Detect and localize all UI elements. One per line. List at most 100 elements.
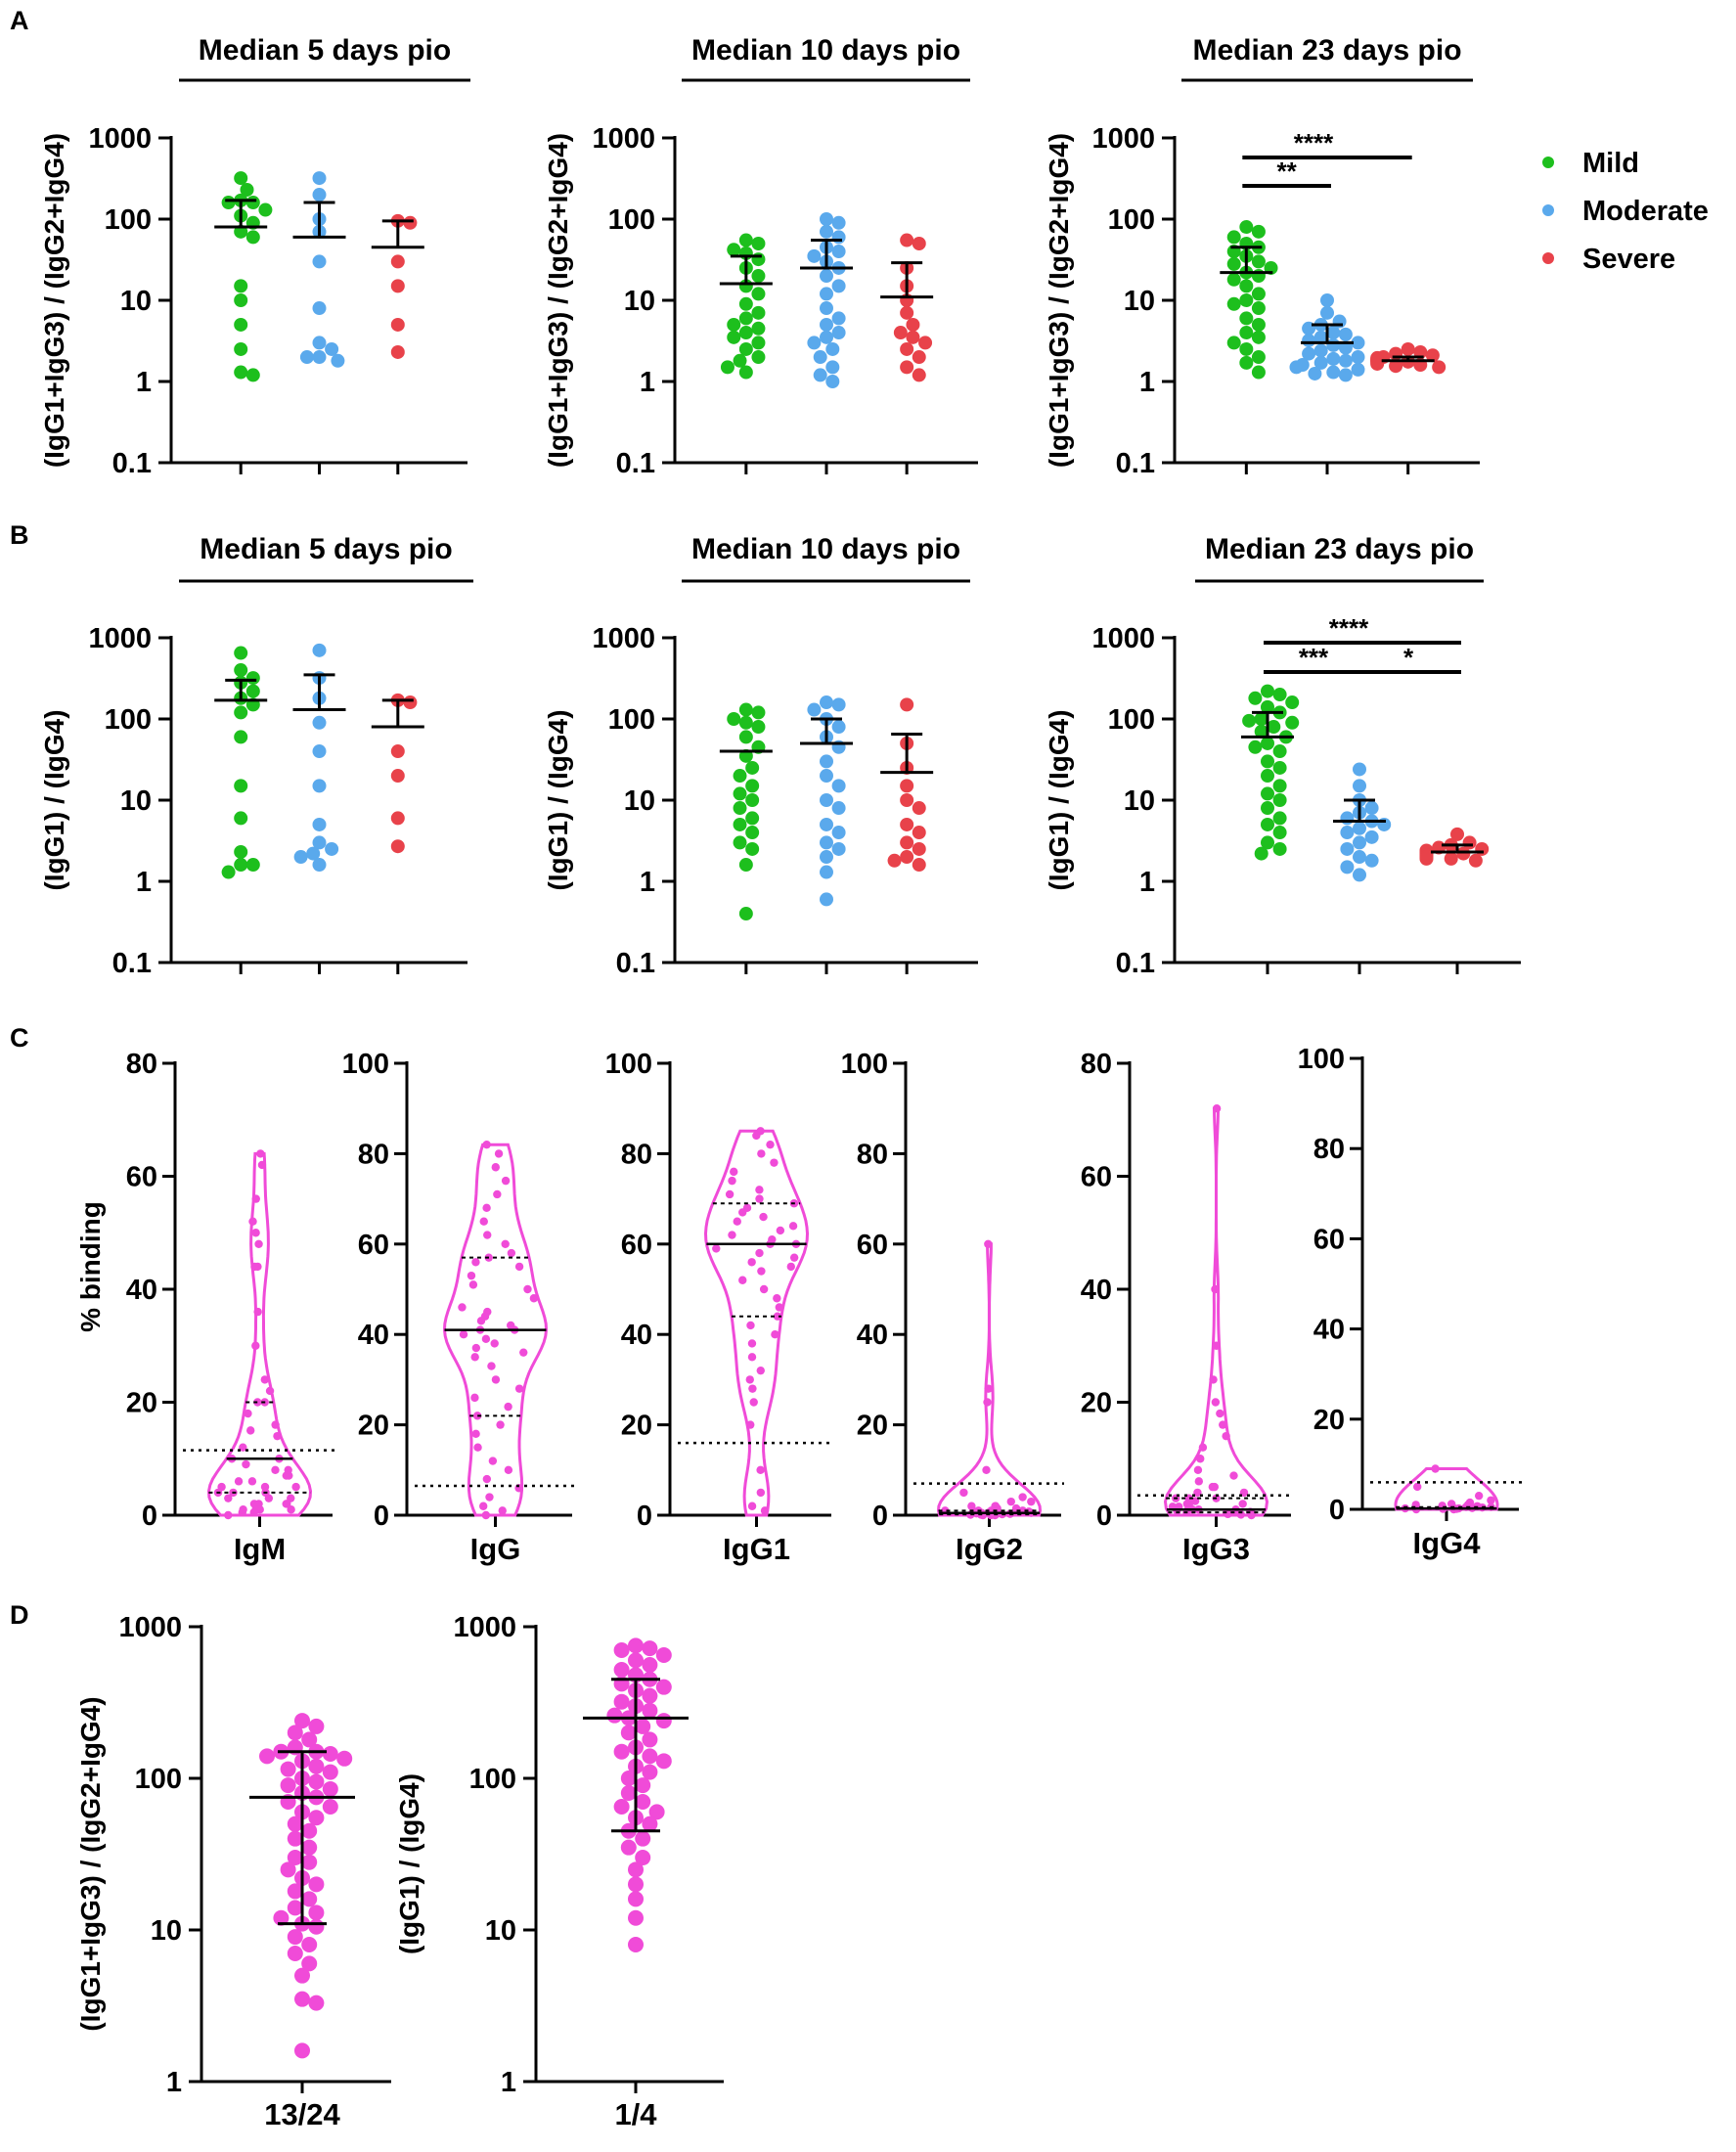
data-point [771,1330,779,1339]
data-point [1238,1500,1247,1508]
data-point-mild [1226,336,1241,350]
data-point [1224,1509,1232,1519]
y-axis-label: (IgG1+IgG3) / (IgG2+IgG4) [39,133,69,468]
data-point-moderate [312,301,327,316]
y-tick-label: 100 [841,1049,888,1080]
data-point-moderate [312,835,327,850]
data-point-moderate [1364,853,1379,868]
data-point-mild [1239,220,1254,235]
data-point-mild [1272,744,1287,759]
data-point-moderate [1351,350,1365,365]
data-point [271,1420,280,1429]
data-point-moderate [312,779,327,793]
data-point-severe [912,826,926,840]
data-point-mild [1251,365,1266,380]
violin-outline [936,1242,1043,1517]
data-point [308,1718,325,1734]
data-point [251,1341,260,1350]
data-point-moderate [820,695,833,710]
data-point-mild [745,793,760,807]
data-point-moderate [1353,868,1366,882]
y-tick-label: 0.1 [616,948,655,979]
data-point-mild [1261,817,1274,831]
data-point [280,1777,296,1794]
y-tick-label: 100 [469,1764,516,1795]
data-point-moderate [1353,779,1366,793]
y-tick-label: 1 [1139,367,1155,398]
data-point [470,1393,479,1403]
data-point [642,1764,658,1780]
y-tick-label: 80 [358,1139,389,1170]
data-point [494,1149,504,1158]
data-point [628,1652,644,1669]
data-point-mild [245,230,260,245]
data-point-moderate [312,643,327,657]
data-point [504,1402,512,1412]
data-point-mild [751,287,766,301]
data-point-severe [1419,851,1434,866]
data-point [756,1366,765,1375]
y-tick-label: 1 [640,867,655,898]
data-point-mild [751,236,766,250]
chart-b1: Median 5 days pio 0.1 1 10 100 1000 (IgG1) / (… [39,533,473,979]
data-point [747,1502,757,1510]
data-point [786,1262,795,1272]
y-tick-label: 1 [640,367,655,398]
data-point [471,1429,480,1439]
data-point-moderate [1313,355,1328,370]
y-tick-label: 40 [126,1275,157,1306]
data-point [628,1891,644,1907]
y-axis-label: (IgG1+IgG3) / (IgG2+IgG4) [1044,133,1074,468]
data-point-moderate [312,350,327,365]
panel-letter-c: C [10,1023,29,1053]
data-point-mild [738,311,753,326]
data-point [322,1764,338,1780]
data-point [746,1321,755,1330]
data-point-mild [1254,712,1269,726]
data-point-severe [1389,359,1403,374]
data-point [467,1271,476,1280]
data-point-severe [912,350,926,365]
data-point [507,1248,516,1258]
data-point-severe [1450,827,1464,841]
data-point [655,1646,672,1663]
data-point-mild [221,865,236,879]
y-tick-label: 100 [105,204,152,236]
data-point-severe [918,336,933,350]
significance-label: **** [1294,128,1334,157]
data-point [294,1991,310,2007]
y-tick-label: 40 [621,1320,652,1351]
data-point-mild [1272,811,1287,826]
data-point [257,1160,267,1170]
data-point [1212,1341,1221,1350]
data-point [287,1929,303,1946]
data-point [1219,1420,1227,1429]
data-point [488,1457,498,1465]
data-point-severe [900,360,914,375]
data-point [1209,1375,1218,1384]
data-point-mild [1251,350,1266,365]
data-point [287,1725,303,1741]
data-point-severe [390,839,405,854]
data-point [642,1640,658,1657]
chart-c5: 0 20 40 60 80 IgG3 [1081,1049,1294,1566]
data-point [635,1718,651,1734]
data-point-mild [234,317,248,332]
data-point-moderate [820,850,833,865]
data-point-moderate [820,317,833,332]
data-point-mild [733,786,747,801]
data-point [959,1488,968,1498]
data-point [504,1465,513,1475]
data-point-severe [1413,344,1428,359]
data-point [459,1330,468,1339]
y-tick-label: 1000 [88,623,152,654]
data-point [728,1176,736,1186]
data-point-mild [1261,801,1274,816]
y-tick-label: 10 [624,286,655,317]
data-point-mild [1242,713,1257,728]
y-tick-label: 0.1 [112,448,152,479]
data-point-mild [738,858,753,873]
data-point [482,1140,491,1149]
legend: Mild Moderate Severe [1542,148,1709,275]
y-tick-label: 10 [120,286,152,317]
